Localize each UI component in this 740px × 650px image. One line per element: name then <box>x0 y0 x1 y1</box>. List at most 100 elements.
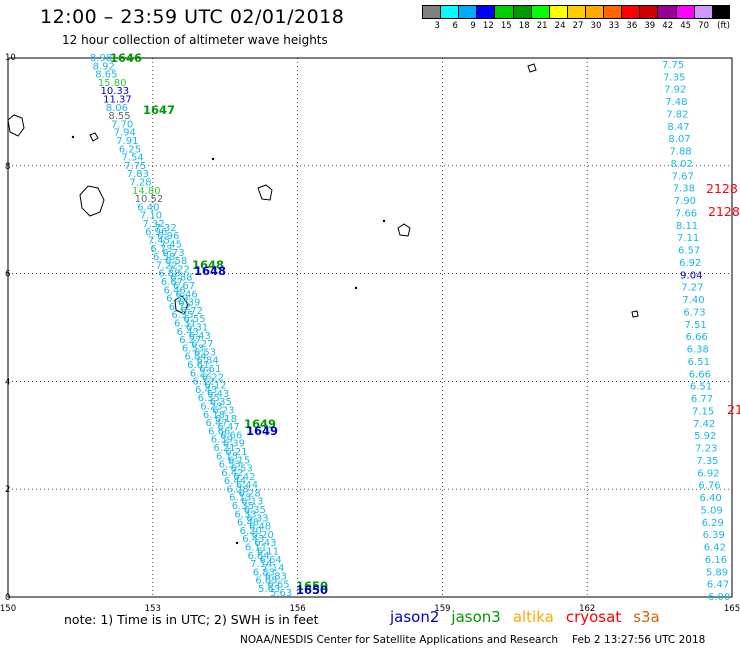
left-track-value: 6.73 <box>150 244 172 255</box>
lat-tick-label: 4 <box>5 377 10 387</box>
left-track-value: 6.47 <box>206 418 228 429</box>
left-track-value: 8.55 <box>108 111 130 122</box>
color-swatch <box>693 5 712 19</box>
scale-label: 39 <box>644 21 656 31</box>
scale-label: 33 <box>608 21 620 31</box>
right-track-value: 6.92 <box>697 468 719 479</box>
left-track-value-pair: 6.55 <box>183 314 205 325</box>
lat-tick-label: 10 <box>5 53 16 63</box>
credit-text: NOAA/NESDIS Center for Satellite Applica… <box>240 634 558 646</box>
right-track-value: 7.75 <box>662 60 684 71</box>
color-scale-legend: 3 6 9 12 15 18 21 24 27 30 33 36 39 42 45 70 (ft) <box>422 5 730 35</box>
left-track-value-pair: 6.43 <box>207 389 229 400</box>
left-track-value: 6.27 <box>179 335 201 346</box>
right-track-value: 7.92 <box>664 85 686 96</box>
color-swatch <box>476 5 495 19</box>
left-track-value-pair: 7.14 <box>262 563 284 574</box>
left-track-value: 7.91 <box>116 136 138 147</box>
left-track-value: 7.32 <box>143 219 165 230</box>
left-track-value-pair: 6.72 <box>181 306 203 317</box>
left-track-value-pair: 6.46 <box>176 289 198 300</box>
left-track-value: 6.22 <box>190 368 212 379</box>
left-track-value: 7.10 <box>140 211 162 222</box>
scale-label: 21 <box>536 21 548 31</box>
right-track-value: 6.57 <box>678 246 700 257</box>
island-outline <box>174 295 189 315</box>
color-swatch <box>566 5 585 19</box>
left-track-value: 6.20 <box>240 526 262 537</box>
track-time-label: 1650 <box>296 583 328 597</box>
track-time-label: 1646 <box>110 51 142 65</box>
lon-tick-label: 156 <box>289 604 305 614</box>
scale-label: 27 <box>572 21 584 31</box>
right-track-value: 5.89 <box>706 567 728 578</box>
left-track-value: 8.06 <box>106 103 128 114</box>
right-track-value: 7.90 <box>674 196 696 207</box>
right-track-value: 7.82 <box>666 109 688 120</box>
right-time-label: 2128 <box>708 204 740 219</box>
right-track-value: 6.47 <box>707 580 729 591</box>
right-track-value: 7.35 <box>696 456 718 467</box>
island-outline <box>527 63 537 73</box>
scale-label: 9 <box>470 21 476 31</box>
left-track-value-pair: 6.48 <box>249 522 271 533</box>
left-track-value: 6.53 <box>182 343 204 354</box>
color-swatch <box>584 5 604 19</box>
right-track-value: 7.42 <box>693 419 715 430</box>
left-track-value-pair: 6.65 <box>267 580 289 591</box>
left-track-value: 6.48 <box>237 518 259 529</box>
satellite-jason3: jason3 <box>451 608 501 626</box>
right-track-value: 7.23 <box>695 444 717 455</box>
left-track-value-pair: 6.53 <box>231 464 253 475</box>
left-track-value: 8.98 <box>90 53 112 64</box>
left-track-value-pair: 6.35 <box>244 505 266 516</box>
lon-tick-label: 153 <box>145 604 161 614</box>
left-track-value: 7.70 <box>111 119 133 130</box>
color-swatch <box>675 5 694 19</box>
satellite-cryosat: cryosat <box>565 608 622 626</box>
left-track-value: 10.52 <box>135 194 164 205</box>
right-track-value: 7.15 <box>692 406 714 417</box>
track-time-label: 1647 <box>143 103 175 117</box>
left-track-value: 6.13 <box>229 493 251 504</box>
left-track-value: 6.15 <box>216 451 238 462</box>
left-track-value-pair: 6.31 <box>186 323 208 334</box>
right-track-value: 6.16 <box>705 555 727 566</box>
island-dot <box>211 157 215 161</box>
left-track-value: 7.94 <box>114 128 136 139</box>
page-subtitle: 12 hour collection of altimeter wave hei… <box>62 33 328 47</box>
left-track-value-pair: 7.45 <box>160 240 182 251</box>
credit-line: NOAA/NESDIS Center for Satellite Applica… <box>240 634 705 646</box>
right-track-value: 7.40 <box>682 295 704 306</box>
left-track-value: 7.45 <box>148 236 170 247</box>
color-swatch <box>458 5 477 19</box>
left-track-value-pair: 6.84 <box>197 356 219 367</box>
left-track-value: 11.37 <box>103 94 132 105</box>
scale-label: 18 <box>518 21 530 31</box>
color-swatch <box>422 5 441 19</box>
right-track-value: 6.76 <box>698 481 720 492</box>
left-track-value: 6.28 <box>227 484 249 495</box>
color-swatch <box>440 5 459 19</box>
right-track-value: 5.09 <box>701 505 723 516</box>
left-track-value-pair: 6.53 <box>194 347 216 358</box>
left-track-value: 6.58 <box>153 252 175 263</box>
left-track-value-pair: 7.22 <box>168 264 190 275</box>
left-track-value: 8.92 <box>93 61 115 72</box>
color-swatch <box>603 5 622 19</box>
color-swatch <box>530 5 549 19</box>
left-track-value-pair: 6.22 <box>202 372 224 383</box>
scale-label: 24 <box>554 21 566 31</box>
right-track-value: 6.92 <box>679 258 701 269</box>
track-time-label: 1650 <box>296 579 328 593</box>
lon-tick-label: 159 <box>434 604 450 614</box>
left-track-value: 6.83 <box>253 567 275 578</box>
left-track-value: 15.80 <box>98 78 127 89</box>
scale-label: 15 <box>500 21 512 31</box>
right-track-value: 7.88 <box>669 147 691 158</box>
left-track-value: 6.42 <box>221 468 243 479</box>
color-swatch <box>639 5 658 19</box>
right-track-value: 9.04 <box>680 270 702 281</box>
right-track-value: 6.42 <box>704 543 726 554</box>
